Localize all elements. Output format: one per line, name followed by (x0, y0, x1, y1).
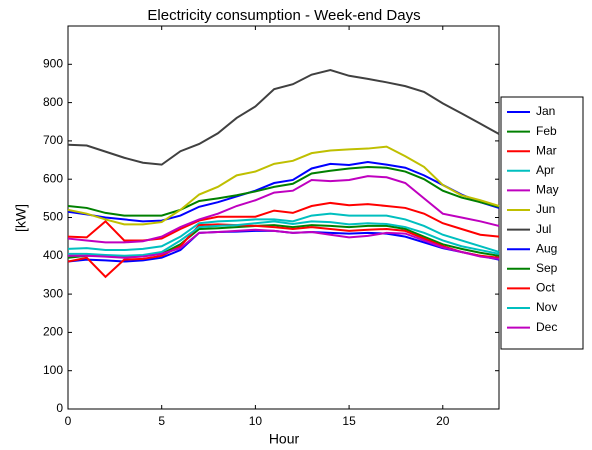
y-tick-label: 300 (43, 286, 63, 300)
legend-label: Feb (536, 124, 557, 138)
legend-label: Oct (536, 281, 555, 295)
series-line (67, 212, 500, 253)
legend-label: May (536, 183, 559, 197)
series-line (68, 228, 500, 260)
y-tick-label: 400 (43, 248, 63, 262)
legend-label: Nov (536, 300, 557, 314)
legend-label: Apr (536, 163, 555, 177)
y-tick-label: 100 (43, 363, 63, 377)
series-line (67, 165, 500, 217)
x-tick-label: 0 (65, 414, 72, 428)
legend-label: Jul (536, 222, 551, 236)
y-tick-label: 0 (56, 401, 63, 415)
y-axis-label: [kW] (13, 204, 29, 232)
y-tick-label: 600 (43, 171, 63, 185)
chart-title: Electricity consumption - Week-end Days (147, 7, 420, 24)
x-tick-label: 5 (158, 414, 165, 428)
x-tick-label: 20 (436, 414, 450, 428)
y-tick-label: 800 (43, 95, 63, 109)
y-tick-label: 200 (43, 325, 63, 339)
legend-label: Dec (536, 320, 557, 334)
legend-label: Jan (536, 104, 555, 118)
series-line (67, 160, 500, 223)
y-tick-label: 900 (43, 56, 63, 70)
series-line (67, 145, 500, 226)
x-tick-label: 15 (342, 414, 356, 428)
series-line (67, 69, 500, 166)
legend-label: Aug (536, 241, 557, 255)
series-line (67, 175, 500, 244)
series-line (67, 223, 500, 279)
series-line (68, 220, 500, 257)
x-tick-label: 10 (249, 414, 263, 428)
legend-label: Jun (536, 202, 555, 216)
legend-label: Sep (536, 261, 558, 275)
plot-area (67, 25, 500, 410)
legend-label: Mar (536, 143, 557, 157)
x-axis-label: Hour (269, 431, 300, 447)
y-tick-label: 700 (43, 133, 63, 147)
y-tick-label: 500 (43, 210, 63, 224)
